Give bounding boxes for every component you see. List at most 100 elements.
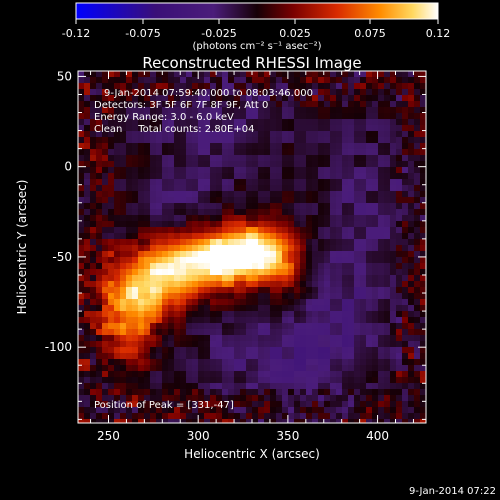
heatmap-cell: [402, 227, 409, 234]
heatmap-cell: [306, 323, 313, 330]
heatmap-cell: [348, 287, 355, 294]
heatmap-cell: [318, 419, 325, 423]
heatmap-cell: [144, 263, 151, 270]
heatmap-cell: [216, 359, 223, 366]
heatmap-cell: [180, 269, 187, 276]
heatmap-cell: [414, 107, 421, 114]
heatmap-cell: [222, 149, 229, 156]
heatmap-cell: [246, 359, 253, 366]
heatmap-cell: [240, 377, 247, 384]
heatmap-cell: [270, 101, 277, 108]
heatmap-cell: [78, 83, 85, 90]
heatmap-cell: [174, 275, 181, 282]
heatmap-cell: [294, 227, 301, 234]
heatmap-cell: [390, 419, 397, 423]
colorbar-units: (photons cm⁻² s⁻¹ asec⁻²): [192, 41, 321, 52]
heatmap-cell: [156, 173, 163, 180]
heatmap-cell: [276, 101, 283, 108]
heatmap-cell: [384, 227, 391, 234]
heatmap-cell: [348, 275, 355, 282]
heatmap-cell: [204, 395, 211, 402]
heatmap-cell: [264, 137, 271, 144]
heatmap-cell: [78, 275, 85, 282]
heatmap-cell: [84, 131, 91, 138]
heatmap-cell: [360, 305, 367, 312]
heatmap-cell: [240, 203, 247, 210]
heatmap: [78, 71, 426, 423]
heatmap-cell: [84, 257, 91, 264]
heatmap-cell: [354, 191, 361, 198]
heatmap-cell: [126, 335, 133, 342]
heatmap-cell: [264, 155, 271, 162]
heatmap-cell: [192, 209, 199, 216]
heatmap-cell: [258, 419, 265, 423]
heatmap-cell: [258, 317, 265, 324]
heatmap-cell: [216, 131, 223, 138]
heatmap-cell: [372, 203, 379, 210]
heatmap-cell: [258, 269, 265, 276]
heatmap-cell: [288, 407, 295, 414]
heatmap-cell: [174, 185, 181, 192]
heatmap-cell: [144, 401, 151, 408]
heatmap-cell: [126, 125, 133, 132]
heatmap-cell: [246, 389, 253, 396]
heatmap-cell: [378, 389, 385, 396]
heatmap-cell: [210, 347, 217, 354]
heatmap-cell: [186, 113, 193, 120]
heatmap-cell: [216, 347, 223, 354]
heatmap-cell: [396, 113, 403, 120]
heatmap-cell: [144, 209, 151, 216]
heatmap-cell: [354, 341, 361, 348]
heatmap-cell: [282, 89, 289, 96]
heatmap-cell: [408, 203, 415, 210]
heatmap-cell: [354, 413, 361, 420]
heatmap-cell: [120, 245, 127, 252]
heatmap-cell: [276, 227, 283, 234]
heatmap-cell: [96, 323, 103, 330]
heatmap-cell: [180, 131, 187, 138]
heatmap-cell: [174, 119, 181, 126]
heatmap-cell: [174, 359, 181, 366]
heatmap-cell: [198, 209, 205, 216]
heatmap-cell: [84, 269, 91, 276]
heatmap-cell: [408, 323, 415, 330]
heatmap-cell: [216, 179, 223, 186]
heatmap-cell: [360, 281, 367, 288]
heatmap-cell: [216, 407, 223, 414]
heatmap-cell: [228, 311, 235, 318]
heatmap-cell: [306, 203, 313, 210]
heatmap-cell: [330, 371, 337, 378]
heatmap-cell: [168, 77, 175, 84]
heatmap-cell: [78, 407, 85, 414]
heatmap-cell: [90, 341, 97, 348]
heatmap-cell: [228, 413, 235, 420]
heatmap-cell: [132, 221, 139, 228]
heatmap-cell: [240, 113, 247, 120]
heatmap-cell: [384, 83, 391, 90]
heatmap-cell: [174, 395, 181, 402]
heatmap-cell: [384, 239, 391, 246]
heatmap-cell: [294, 125, 301, 132]
heatmap-cell: [168, 389, 175, 396]
heatmap-cell: [342, 185, 349, 192]
heatmap-cell: [90, 419, 97, 423]
heatmap-cell: [312, 317, 319, 324]
heatmap-cell: [78, 131, 85, 138]
heatmap-cell: [198, 89, 205, 96]
heatmap-cell: [234, 257, 241, 264]
heatmap-cell: [318, 293, 325, 300]
heatmap-cell: [90, 407, 97, 414]
heatmap-cell: [354, 209, 361, 216]
heatmap-cell: [288, 263, 295, 270]
heatmap-cell: [282, 233, 289, 240]
heatmap-cell: [288, 281, 295, 288]
heatmap-cell: [210, 353, 217, 360]
heatmap-cell: [252, 275, 259, 282]
heatmap-cell: [234, 161, 241, 168]
heatmap-cell: [354, 143, 361, 150]
heatmap-cell: [228, 293, 235, 300]
footer-timestamp: 9-Jan-2014 07:22: [409, 486, 496, 497]
heatmap-cell: [90, 167, 97, 174]
heatmap-cell: [234, 77, 241, 84]
heatmap-cell: [258, 125, 265, 132]
